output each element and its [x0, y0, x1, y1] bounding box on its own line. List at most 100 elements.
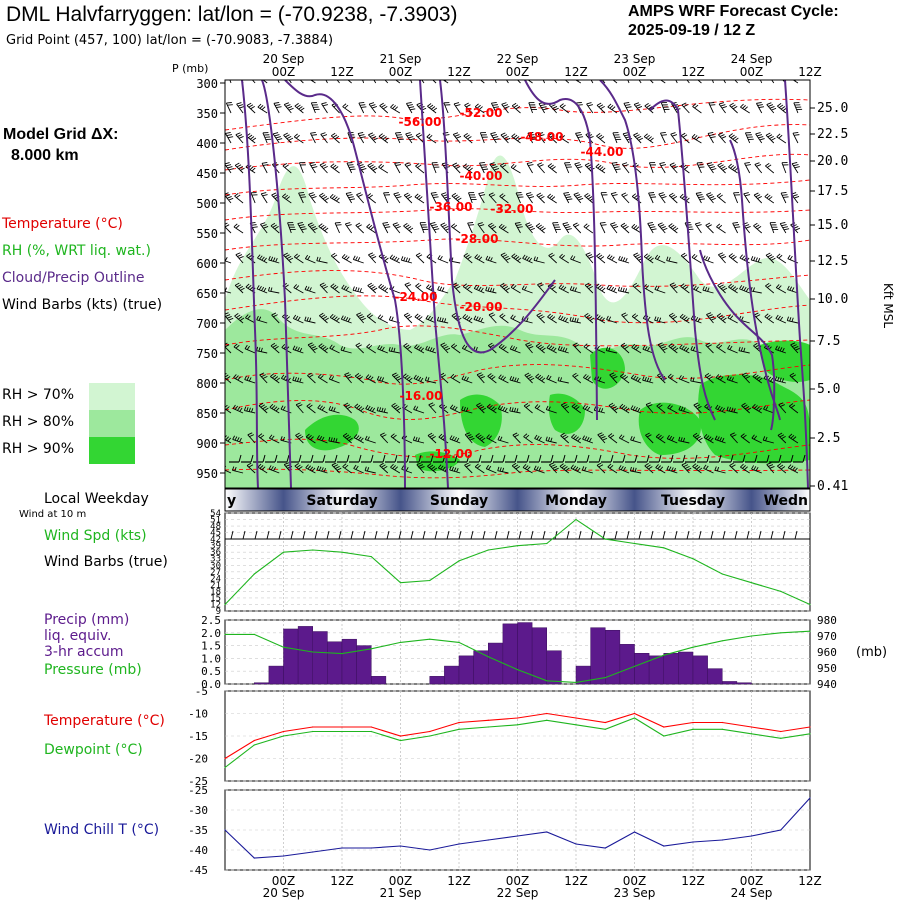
wind-barb-flag [770, 377, 774, 382]
wind-barb-flag [513, 104, 519, 108]
wind-barb-flag [504, 106, 510, 109]
wind-barb-flag [695, 286, 699, 291]
wind-barb-flag [316, 465, 320, 470]
wind-barb-flag [548, 252, 553, 256]
wind-barb-flag [657, 434, 662, 439]
bottom-date-label: 20 Sep [263, 886, 305, 900]
wind-barb-staff [645, 434, 654, 444]
wind-barb-staff [413, 439, 425, 444]
wind-barb-flag [631, 193, 637, 197]
wind-barb-flag [392, 372, 397, 376]
wind-barb-flag [673, 75, 678, 76]
wind-barb-flag [415, 252, 421, 256]
wind-barb-staff [584, 315, 594, 324]
wind-barb-staff [401, 468, 413, 474]
wind-barb-flag [740, 463, 744, 468]
wind-tick-label: 39 [210, 542, 221, 552]
wind-barb-flag [611, 256, 615, 261]
wind-barb-staff [485, 259, 497, 264]
wind-barb-flag [714, 466, 717, 471]
wind-barb-flag [693, 255, 698, 259]
pressure-line-point [370, 648, 372, 650]
wind-barb-flag [307, 342, 313, 346]
wind-barb-flag [634, 467, 637, 472]
wind-barb-flag [418, 464, 424, 467]
wind-barb-flag [419, 75, 424, 77]
wind-barb-flag [574, 344, 580, 348]
bottom-date-label: 21 Sep [380, 886, 422, 900]
wind-barb-flag [632, 282, 638, 287]
wind-barb-flag [755, 132, 761, 135]
wind-barb-flag [729, 462, 734, 466]
wind-chill-line-point [750, 835, 753, 837]
wind-barb-flag [560, 285, 565, 290]
wind-barb-flag [441, 192, 447, 195]
wind-tick-label: 15 [210, 594, 221, 604]
wind-barb-flag [538, 132, 544, 135]
wind-barb-staff [729, 105, 738, 114]
wind-barb-flag [358, 376, 363, 380]
wind-barb-staff [564, 80, 570, 84]
wind-barb-flag [729, 315, 734, 320]
wind-barb-staff [235, 254, 244, 264]
wind-speed-line-point [224, 603, 226, 606]
wind-barb-flag [354, 403, 359, 408]
wind-chill-line-point [341, 847, 343, 849]
wind-barb-staff [318, 226, 328, 234]
wind-panel-barb [314, 530, 318, 540]
wind-barb-flag [412, 436, 416, 441]
wind-barb-staff [394, 132, 401, 144]
wind-barb-staff [703, 258, 714, 264]
wind-barb-staff [750, 290, 762, 294]
wind-barb-flag [528, 346, 534, 349]
wind-barb-staff [394, 163, 401, 174]
wind-barb-flag [323, 285, 328, 289]
wind-barb-staff [655, 258, 666, 264]
wind-barb-flag [391, 316, 394, 321]
wind-barb-staff [734, 80, 738, 84]
wind-barb-flag [500, 132, 506, 136]
wind-barb-flag [466, 286, 471, 290]
wind-barb-flag [512, 315, 516, 320]
wind-barb-flag [707, 436, 712, 441]
wind-barb-flag [489, 162, 495, 165]
wind-barb-flag [307, 222, 313, 226]
wind-chill-line-point [370, 847, 372, 849]
wind-barb-flag [756, 102, 762, 104]
wind-barb-flag [481, 437, 486, 442]
wind-barb-flag [382, 466, 388, 470]
wind-barb-flag [584, 282, 590, 286]
wind-tick-label: 51 [210, 516, 221, 526]
wind-barb-flag [257, 463, 262, 468]
wind-barb-staff [728, 135, 738, 144]
wind-barb-flag [575, 132, 581, 134]
wind-barb-flag [765, 282, 770, 287]
wind-barb-staff [527, 80, 533, 84]
wind-barb-flag [524, 255, 528, 260]
wind-barb-staff [619, 406, 630, 414]
wind-barb-flag [791, 317, 794, 322]
wind-barb-flag [559, 253, 563, 258]
wind-barb-staff [259, 374, 268, 384]
wind-barb-flag [478, 256, 483, 261]
wind-panel-barb [362, 530, 366, 540]
wind-chill-line-point [253, 857, 255, 859]
wind-barb-flag [369, 164, 374, 168]
wind-barb-flag [588, 437, 592, 442]
wind-barb-flag [516, 378, 519, 383]
wind-barb-flag [623, 102, 630, 104]
wind-barb-flag [380, 134, 385, 139]
wind-barb-flag [258, 433, 263, 437]
wind-barb-flag [673, 165, 678, 169]
wind-barb-flag [729, 345, 733, 350]
wind-barb-flag [467, 136, 472, 140]
wind-barb-flag [342, 103, 347, 108]
wind-barb-flag [538, 194, 543, 198]
wind-barb-flag [318, 343, 323, 347]
wind-barb-flag [248, 407, 251, 412]
wind-barb-flag [360, 407, 365, 412]
precip-bar [341, 638, 357, 685]
wind-barb-staff [534, 407, 545, 414]
precip-bar [458, 655, 474, 685]
wind-barb-flag [245, 314, 249, 319]
